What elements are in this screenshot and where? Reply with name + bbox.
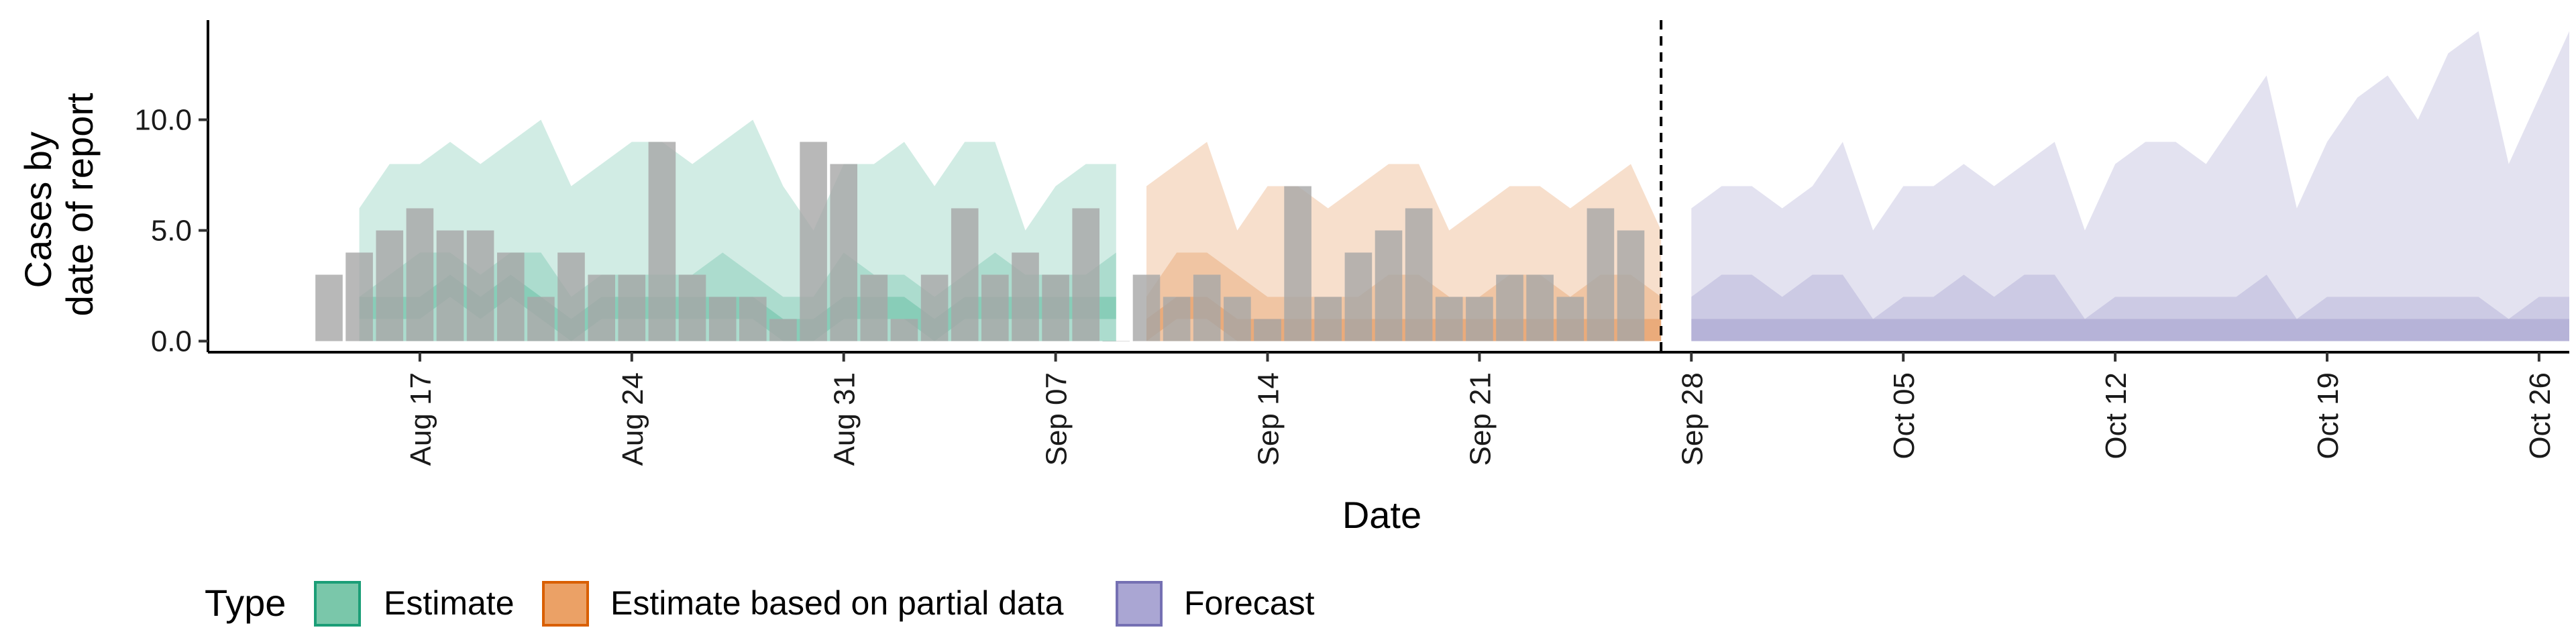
case-bar <box>1132 274 1161 341</box>
x-axis-title: Date <box>1342 494 1421 536</box>
case-bar <box>1314 297 1342 341</box>
case-bar <box>1103 341 1130 342</box>
observed-case-bars <box>315 142 1645 342</box>
case-bar <box>920 274 949 341</box>
forecast-inner-band <box>1691 319 2569 341</box>
case-bar <box>588 274 615 341</box>
case-bar <box>1163 297 1191 341</box>
x-tick-label: Oct 19 <box>2312 372 2345 460</box>
case-bar <box>1466 297 1493 341</box>
case-bar <box>1344 252 1373 341</box>
case-bar <box>1435 297 1463 341</box>
case-bar <box>497 252 525 341</box>
case-bar <box>406 208 434 341</box>
x-tick-label: Sep 07 <box>1040 372 1073 466</box>
case-bar <box>527 297 555 341</box>
forecast-outer-band <box>1691 31 2569 341</box>
forecast-mid-band <box>1691 274 2569 341</box>
case-bar <box>1496 274 1523 341</box>
case-bar <box>860 274 888 341</box>
case-bar <box>618 274 646 341</box>
x-tick-label: Aug 31 <box>828 372 861 466</box>
case-bar <box>739 297 767 341</box>
case-bar <box>466 230 494 341</box>
y-axis-title-line-2: date of report <box>58 93 101 317</box>
legend-title: Type <box>205 582 286 624</box>
case-bar <box>1224 297 1251 341</box>
case-bar <box>708 297 737 341</box>
legend-key <box>542 581 589 627</box>
case-bar <box>345 252 373 341</box>
case-bar <box>1405 208 1433 341</box>
case-bar <box>376 230 404 341</box>
legend: Type Estimate Estimate based on partial d… <box>205 581 1315 627</box>
x-tick-label: Oct 05 <box>1888 372 1921 460</box>
case-bar <box>890 319 918 341</box>
y-tick-label: 0.0 <box>151 325 192 358</box>
x-tick-label: Aug 17 <box>405 372 437 466</box>
legend-label: Estimate <box>384 584 515 622</box>
case-bar <box>648 142 676 341</box>
case-bar <box>1617 230 1645 341</box>
x-tick-label: Oct 12 <box>2100 372 2133 460</box>
case-bar <box>951 208 979 341</box>
x-tick-label: Sep 21 <box>1464 372 1497 466</box>
case-bar <box>981 274 1009 341</box>
y-axis-title-line-1: Cases by <box>17 131 59 288</box>
legend-key <box>314 581 361 627</box>
axes <box>207 20 2569 354</box>
y-tick-label: 10.0 <box>134 104 192 137</box>
case-bar <box>1254 319 1281 341</box>
case-bar <box>1012 252 1039 341</box>
x-tick-label: Aug 24 <box>616 372 649 466</box>
y-axis-title: Cases by date of report <box>17 93 101 317</box>
x-axis-ticks: Aug 17 Aug 24 Aug 31 Sep 07 Sep 14 Sep 21 Sep … <box>405 352 2557 466</box>
case-bar <box>1587 208 1615 341</box>
x-tick-label: Oct 26 <box>2524 372 2557 460</box>
case-bar <box>800 142 827 341</box>
legend-key <box>1116 581 1163 627</box>
x-tick-label: Sep 28 <box>1676 372 1709 466</box>
case-bar <box>769 319 797 341</box>
y-tick-label: 5.0 <box>151 215 192 248</box>
case-bar <box>315 274 343 341</box>
case-bar <box>678 274 706 341</box>
legend-label: Forecast <box>1184 584 1315 622</box>
case-bar <box>1284 186 1311 341</box>
case-bar <box>557 252 585 341</box>
case-bar <box>436 230 464 341</box>
case-bar <box>1556 297 1585 341</box>
y-axis-ticks: 0.0 5.0 10.0 <box>134 104 208 358</box>
case-bar <box>1375 230 1403 341</box>
x-tick-label: Sep 14 <box>1252 372 1285 466</box>
case-bar <box>1193 274 1221 341</box>
case-bar <box>1072 208 1099 341</box>
case-bar <box>1042 274 1069 341</box>
case-bar <box>1526 274 1554 341</box>
case-bar <box>830 164 857 341</box>
legend-label: Estimate based on partial data <box>610 584 1064 622</box>
